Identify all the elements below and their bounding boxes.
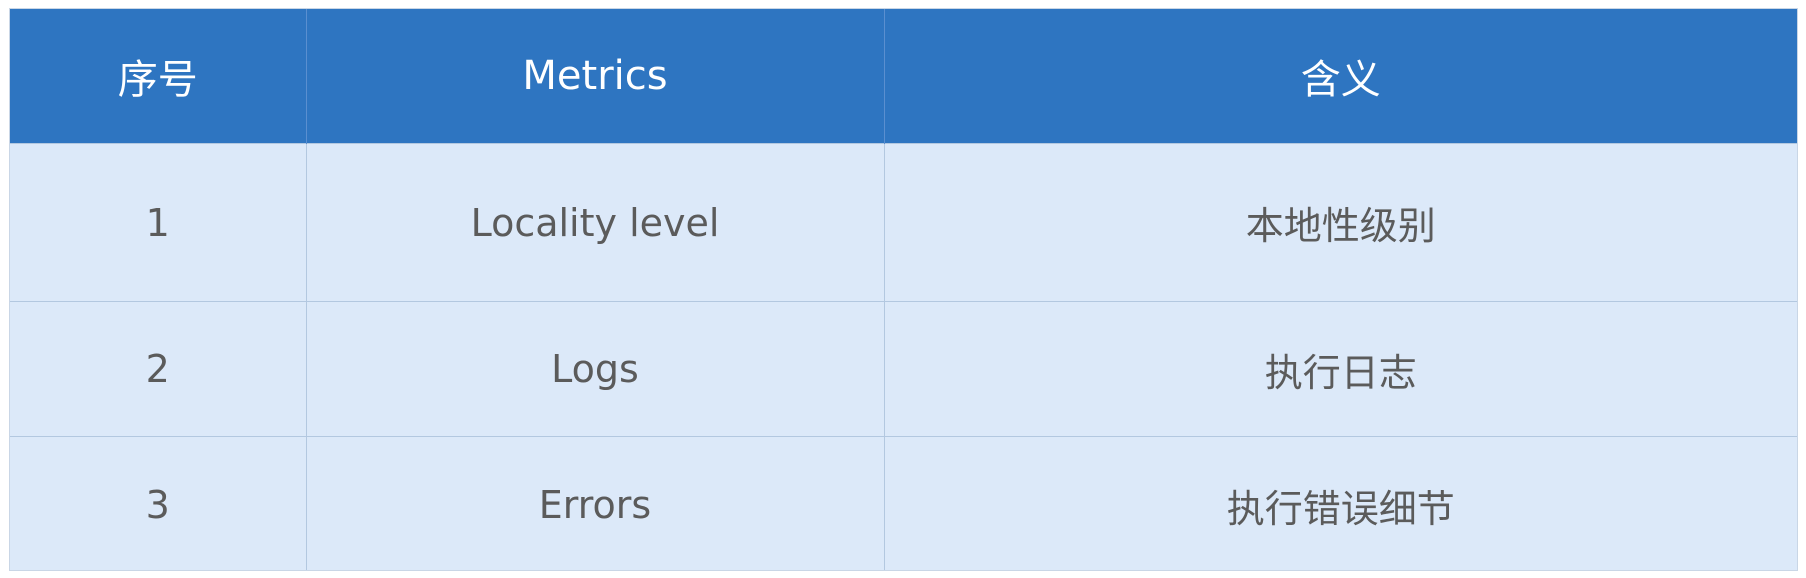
cell-index: 3 bbox=[10, 436, 307, 570]
table-row: 2 Logs 执行日志 bbox=[10, 301, 1797, 437]
cell-metric: Locality level bbox=[306, 143, 885, 302]
cell-metric: Errors bbox=[306, 436, 885, 570]
table-header: 序号 Metrics 含义 bbox=[10, 9, 1797, 144]
header-row: 序号 Metrics 含义 bbox=[10, 9, 1797, 144]
metrics-table-container: 序号 Metrics 含义 1 Locality level 本地性级别 2 L… bbox=[9, 8, 1798, 571]
table-row: 1 Locality level 本地性级别 bbox=[10, 143, 1797, 302]
cell-metric: Logs bbox=[306, 301, 885, 437]
header-metrics: Metrics bbox=[306, 9, 885, 144]
cell-meaning: 执行日志 bbox=[884, 301, 1797, 437]
cell-meaning: 本地性级别 bbox=[884, 143, 1797, 302]
header-index: 序号 bbox=[10, 9, 307, 144]
metrics-table: 序号 Metrics 含义 1 Locality level 本地性级别 2 L… bbox=[10, 9, 1797, 570]
table-row: 3 Errors 执行错误细节 bbox=[10, 436, 1797, 570]
cell-index: 2 bbox=[10, 301, 307, 437]
table-body: 1 Locality level 本地性级别 2 Logs 执行日志 3 Err… bbox=[10, 143, 1797, 570]
cell-index: 1 bbox=[10, 143, 307, 302]
header-meaning: 含义 bbox=[884, 9, 1797, 144]
cell-meaning: 执行错误细节 bbox=[884, 436, 1797, 570]
